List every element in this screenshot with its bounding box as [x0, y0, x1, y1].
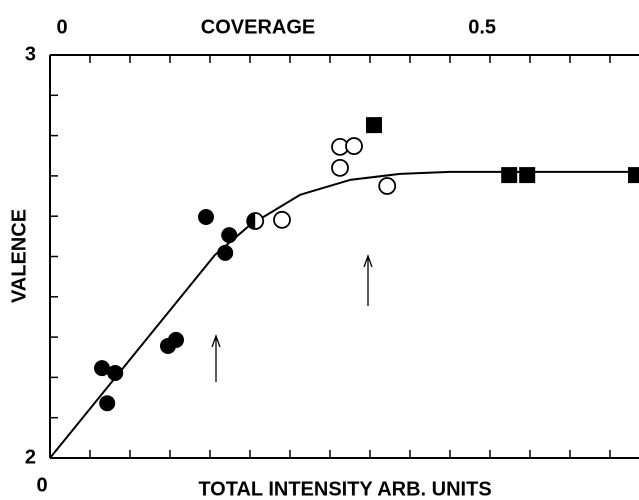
filled-circle: [168, 331, 184, 348]
filled-circle: [217, 244, 234, 261]
y-axis-title: VALENCE: [8, 209, 30, 303]
filled-circle: [99, 395, 116, 412]
open-circle: [378, 177, 397, 195]
filled-circle: [221, 227, 238, 244]
half-circle-fill: [247, 213, 256, 230]
filled-circle: [94, 360, 110, 377]
arrows: [211, 254, 373, 382]
open-circle: [331, 158, 349, 177]
square: [501, 167, 518, 184]
point-series: [246, 212, 265, 230]
filled-circle: [198, 209, 214, 226]
x-axis-title: TOTAL INTENSITY ARB. UNITS: [198, 478, 491, 500]
square: [519, 167, 536, 184]
point-series: [366, 117, 639, 184]
filled-circle: [107, 364, 124, 381]
y-tick-label: 2: [25, 446, 36, 468]
x2-tick-label: 0: [56, 16, 67, 38]
point-series: [94, 209, 238, 412]
x2-tick-label: 0.5: [468, 16, 496, 38]
y-tick-label: 3: [25, 43, 36, 65]
open-circle: [345, 137, 363, 155]
square: [366, 117, 382, 134]
point-series: [273, 137, 397, 229]
top-axis-title: COVERAGE: [201, 16, 315, 38]
open-circle: [273, 210, 291, 229]
square: [628, 167, 639, 184]
x-tick-label: 0: [36, 474, 47, 496]
half-circle: [246, 212, 265, 230]
fit-curve: [49, 170, 639, 459]
